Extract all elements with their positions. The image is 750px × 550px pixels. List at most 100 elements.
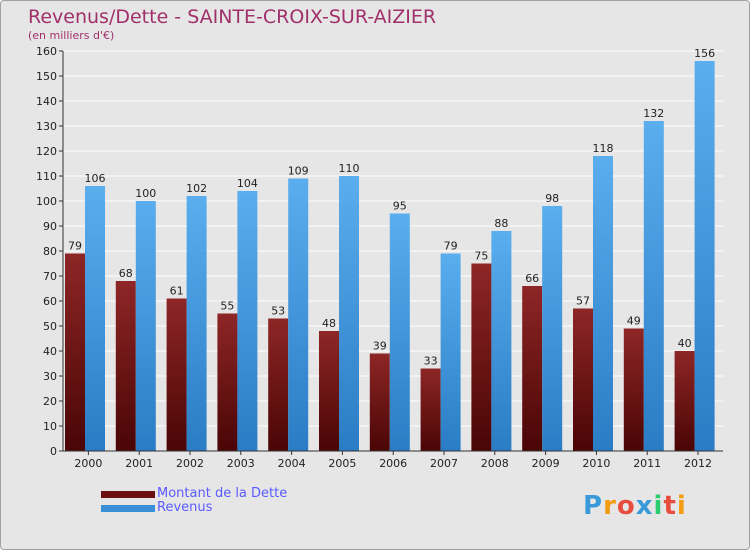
legend-label-dette: Montant de la Dette [157, 486, 288, 501]
bar-revenus [135, 201, 156, 451]
bar-dette [522, 286, 543, 451]
y-tick-label: 60 [43, 295, 57, 308]
x-tick-label: 2010 [582, 457, 610, 470]
bar-dette [217, 313, 238, 451]
legend-label-revenus: Revenus [157, 500, 213, 515]
x-tick-label: 2006 [379, 457, 407, 470]
bar-dette [674, 351, 695, 451]
logo-letter: r [603, 491, 617, 521]
bar-dette [369, 353, 390, 451]
y-tick-label: 140 [36, 95, 57, 108]
data-label-revenus: 132 [643, 107, 664, 120]
data-label-dette: 75 [474, 250, 488, 263]
logo-letter: i [653, 491, 664, 521]
y-tick-label: 120 [36, 145, 57, 158]
data-label-revenus: 104 [237, 177, 258, 190]
data-label-revenus: 88 [494, 217, 508, 230]
data-label-dette: 66 [525, 272, 539, 285]
grid-lines [63, 50, 724, 427]
bar-dette [115, 281, 136, 451]
data-label-revenus: 109 [288, 165, 309, 178]
data-label-dette: 68 [119, 267, 133, 280]
x-tick-label: 2009 [532, 457, 560, 470]
y-tick-label: 40 [43, 345, 57, 358]
tick-labels: 0 10 20 30 40 50 60 70 80 90 100 110 120 130 140 150 160… [36, 45, 712, 470]
bar-revenus [643, 121, 664, 451]
bar-revenus [288, 178, 309, 451]
bar-dette [166, 298, 187, 451]
legend-swatch-dette [101, 490, 155, 498]
data-label-dette: 49 [627, 315, 641, 328]
legend-swatch-revenus [101, 504, 155, 512]
bar-revenus [593, 156, 613, 451]
logo-letter: P [583, 491, 604, 521]
bar-dette [268, 318, 289, 451]
data-label-revenus: 98 [545, 192, 559, 205]
x-tick-label: 2000 [74, 457, 102, 470]
bar-dette [420, 368, 441, 451]
y-tick-label: 70 [43, 270, 57, 283]
data-label-revenus: 110 [339, 162, 360, 175]
x-tick-label: 2008 [481, 457, 509, 470]
bar-dette [319, 331, 339, 451]
y-tick-label: 100 [36, 195, 57, 208]
bar-revenus [542, 206, 563, 451]
bar-dette [471, 263, 492, 451]
y-tick-label: 160 [36, 45, 57, 58]
chart-subtitle: (en milliers d'€) [28, 29, 115, 42]
bar-revenus [237, 191, 258, 451]
logo-letter: o [616, 491, 636, 521]
logo-letter: t [663, 491, 677, 521]
bar-revenus [85, 186, 105, 451]
x-tick-label: 2001 [125, 457, 153, 470]
x-tick-label: 2002 [176, 457, 204, 470]
data-label-revenus: 79 [444, 240, 458, 253]
data-label-dette: 53 [271, 305, 285, 318]
bar-revenus [440, 253, 461, 451]
y-tick-label: 50 [43, 320, 57, 333]
proxiti-logo: Proxiti [583, 491, 687, 521]
x-tick-label: 2004 [278, 457, 306, 470]
data-label-revenus: 156 [694, 47, 715, 60]
x-tick-label: 2011 [633, 457, 661, 470]
data-label-dette: 61 [170, 285, 184, 298]
data-label-dette: 55 [220, 300, 234, 313]
y-tick-label: 30 [43, 370, 57, 383]
data-label-dette: 40 [678, 337, 692, 350]
logo-letter: i [676, 491, 687, 521]
bars [65, 61, 715, 451]
bar-revenus [339, 176, 359, 451]
y-tick-label: 20 [43, 395, 57, 408]
data-label-dette: 48 [322, 317, 336, 330]
y-tick-label: 10 [43, 420, 57, 433]
y-tick-label: 80 [43, 245, 57, 258]
y-tick-label: 0 [50, 445, 57, 458]
x-tick-label: 2012 [684, 457, 712, 470]
data-label-revenus: 100 [135, 187, 156, 200]
y-tick-label: 150 [36, 70, 57, 83]
y-tick-label: 110 [36, 170, 57, 183]
data-label-dette: 79 [68, 240, 82, 253]
bar-revenus [389, 213, 410, 451]
y-tick-label: 90 [43, 220, 57, 233]
x-tick-label: 2007 [430, 457, 458, 470]
data-label-dette: 33 [424, 355, 438, 368]
legend-item-revenus: Revenus [101, 501, 287, 515]
bar-revenus [694, 61, 715, 451]
x-tick-label: 2003 [227, 457, 255, 470]
legend-item-dette: Montant de la Dette [101, 487, 287, 501]
y-tick-label: 130 [36, 120, 57, 133]
data-label-revenus: 95 [393, 200, 407, 213]
data-label-dette: 39 [373, 340, 387, 353]
data-label-dette: 57 [576, 295, 590, 308]
bar-revenus [186, 196, 207, 451]
bar-dette [573, 308, 593, 451]
data-label-revenus: 118 [593, 142, 614, 155]
logo-letter: x [635, 491, 654, 521]
chart-title: Revenus/Dette - SAINTE-CROIX-SUR-AIZIER [28, 6, 437, 28]
bar-dette [623, 328, 644, 451]
bar-revenus [491, 231, 512, 451]
legend: Montant de la Dette Revenus [101, 487, 287, 515]
